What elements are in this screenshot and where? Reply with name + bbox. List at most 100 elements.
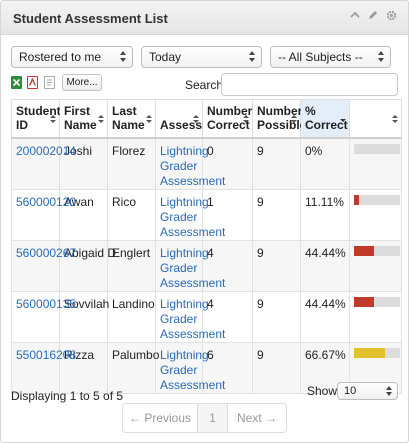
search-input[interactable] xyxy=(221,73,398,96)
more-button[interactable]: More... xyxy=(62,74,102,91)
student-id-link[interactable]: 560000135 xyxy=(16,296,77,311)
student-id-link[interactable]: 550016208 xyxy=(16,347,77,362)
progress-bar xyxy=(354,245,400,256)
percent-correct-cell: 44.44% xyxy=(300,290,350,343)
student-id-cell: 560000135 xyxy=(11,290,76,343)
previous-page-button[interactable]: ← Previous xyxy=(123,404,198,432)
percent-correct-cell: 0% xyxy=(300,137,350,190)
select-arrows-icon xyxy=(120,51,126,63)
assessment-cell: Lightning Grader Assessment xyxy=(155,188,225,241)
sort-icon xyxy=(291,115,297,125)
assessment-link[interactable]: Lightning Grader Assessment xyxy=(160,143,226,188)
roster-select-value: Rostered to me xyxy=(19,50,102,64)
last-name-cell: Rico xyxy=(107,188,156,241)
first-name-cell: Joshi xyxy=(59,137,108,190)
column-header-percent-correct[interactable]: % Correct xyxy=(300,99,350,139)
sort-desc-icon xyxy=(340,115,346,125)
date-select[interactable]: Today xyxy=(141,46,262,68)
student-id-cell: 550016208 xyxy=(11,341,76,394)
column-header-student-id[interactable]: Student ID xyxy=(11,99,61,139)
roster-select[interactable]: Rostered to me xyxy=(11,46,133,68)
progress-cell xyxy=(349,188,402,241)
assessment-link[interactable]: Lightning Grader Assessment xyxy=(160,347,226,392)
column-header-number-correct[interactable]: Number Correct xyxy=(202,99,253,139)
assessment-link[interactable]: Lightning Grader Assessment xyxy=(160,296,226,341)
subject-select[interactable]: -- All Subjects -- xyxy=(270,46,391,68)
student-id-cell: 560000267 xyxy=(11,239,76,292)
page-size-value: 10 xyxy=(344,385,357,397)
first-name-cell: Rizza xyxy=(59,341,108,394)
progress-cell xyxy=(349,239,402,292)
date-select-value: Today xyxy=(149,50,182,64)
document-icon[interactable] xyxy=(44,76,55,89)
excel-icon[interactable] xyxy=(11,76,22,89)
assessment-cell: Lightning Grader Assessment xyxy=(155,290,225,343)
assessment-link[interactable]: Lightning Grader Assessment xyxy=(160,245,226,290)
number-possible-cell: 9 xyxy=(252,341,301,394)
number-correct-cell: 1 xyxy=(202,188,253,241)
gear-icon[interactable] xyxy=(384,10,398,24)
pagination: ← Previous 1 Next → xyxy=(122,403,287,433)
column-header-number-possible[interactable]: Number Possible xyxy=(252,99,306,139)
sort-icon xyxy=(193,115,199,125)
assessment-cell: Lightning Grader Assessment xyxy=(155,137,225,190)
panel-title: Student Assessment List xyxy=(13,11,168,26)
sort-icon xyxy=(50,115,56,125)
progress-bar xyxy=(354,143,400,154)
column-header-last-name[interactable]: Last Name xyxy=(107,99,156,139)
number-possible-cell: 9 xyxy=(252,137,301,190)
number-possible-cell: 9 xyxy=(252,239,301,292)
column-header-assessment[interactable]: Assessment xyxy=(155,99,231,139)
pdf-icon[interactable] xyxy=(27,76,38,89)
table-row: 560000120 Awan Rico Lightning Grader Assessme… xyxy=(11,188,402,241)
select-arrows-icon xyxy=(249,51,255,63)
subject-select-value: -- All Subjects -- xyxy=(278,50,363,64)
progress-bar-fill xyxy=(354,296,374,307)
first-name-cell: Awan xyxy=(59,188,108,241)
percent-correct-cell: 66.67% xyxy=(300,341,350,394)
panel-header: Student Assessment List xyxy=(1,1,408,35)
table-row: 550016208 Rizza Palumbo Lightning Grader Asse… xyxy=(11,341,402,394)
page-number-button[interactable]: 1 xyxy=(198,404,228,432)
select-arrows-icon xyxy=(378,51,384,63)
assessment-cell: Lightning Grader Assessment xyxy=(155,239,225,292)
number-correct-cell: 4 xyxy=(202,239,253,292)
assessment-cell: Lightning Grader Assessment xyxy=(155,341,225,394)
first-name-cell: Abigaid D xyxy=(59,239,116,292)
progress-cell xyxy=(349,137,402,190)
progress-bar xyxy=(354,194,400,205)
progress-bar xyxy=(354,347,400,358)
number-possible-cell: 9 xyxy=(252,290,301,343)
column-header-first-name[interactable]: First Name xyxy=(59,99,108,139)
sort-icon xyxy=(243,115,249,125)
table-row: 200002014 Joshi Florez Lightning Grader Asses… xyxy=(11,137,402,190)
progress-cell xyxy=(349,290,402,343)
table-row: 560000135 Sovvilah Landino Lightning Grader A… xyxy=(11,290,402,343)
next-page-button[interactable]: Next → xyxy=(236,411,277,425)
student-id-link[interactable]: 560000267 xyxy=(16,245,77,260)
student-id-cell: 560000120 xyxy=(11,188,76,241)
first-name-cell: Sovvilah xyxy=(59,290,109,343)
page-size-select[interactable]: 10 xyxy=(337,382,398,400)
progress-bar xyxy=(354,296,400,307)
show-label: Show xyxy=(307,384,338,398)
column-header-progress[interactable] xyxy=(349,99,402,139)
student-id-link[interactable]: 200002014 xyxy=(16,143,77,158)
sort-icon xyxy=(392,115,398,125)
number-correct-cell: 4 xyxy=(202,290,253,343)
student-id-link[interactable]: 560000120 xyxy=(16,194,77,209)
progress-bar-fill xyxy=(354,245,374,256)
percent-correct-cell: 11.11% xyxy=(300,188,350,241)
chevron-up-icon[interactable] xyxy=(348,10,362,24)
last-name-cell: Landino xyxy=(107,290,156,343)
assessment-link[interactable]: Lightning Grader Assessment xyxy=(160,194,226,239)
search-label: Search xyxy=(185,78,224,92)
sort-icon xyxy=(146,115,152,125)
table-row: 560000267 Abigaid D Englert Lightning Grader… xyxy=(11,239,402,292)
number-possible-cell: 9 xyxy=(252,188,301,241)
table-header-row: Student ID First Name Last Name Assessment … xyxy=(11,99,402,139)
assessment-table: Student ID First Name Last Name Assessment … xyxy=(11,99,402,394)
pencil-icon[interactable] xyxy=(366,10,380,24)
table-info: Displaying 1 to 5 of 5 xyxy=(11,389,124,403)
